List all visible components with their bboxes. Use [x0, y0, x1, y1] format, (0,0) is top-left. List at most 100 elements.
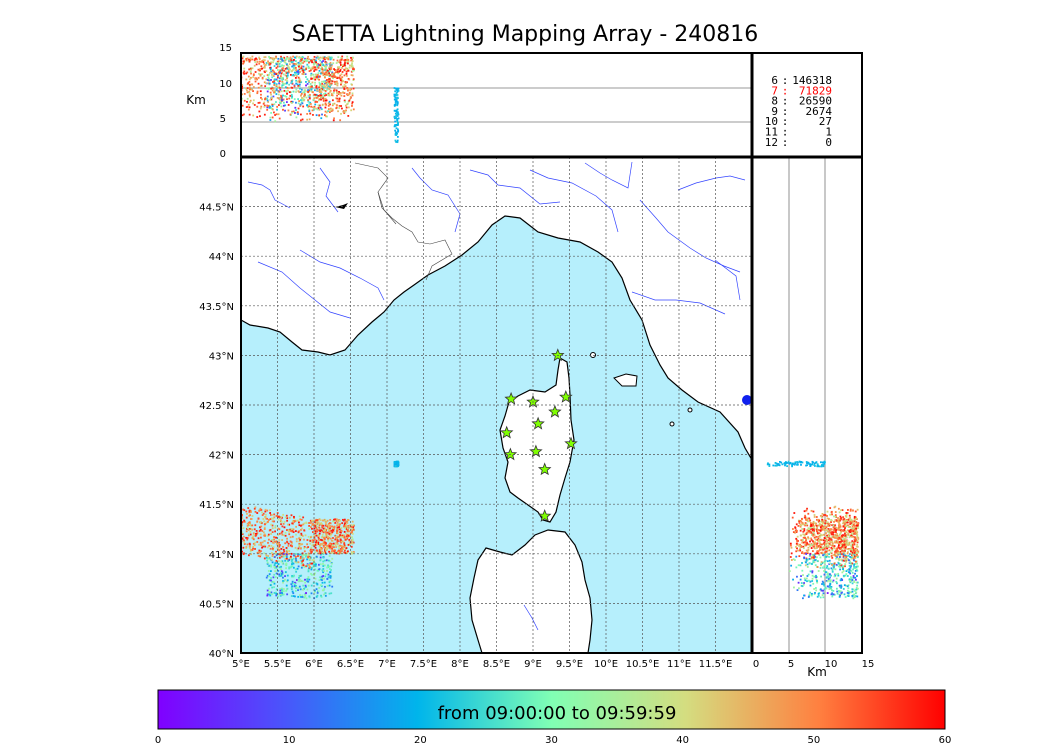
lightning-source — [330, 542, 333, 545]
lightning-source — [831, 570, 834, 573]
lightning-source — [325, 573, 327, 576]
lightning-source — [397, 89, 400, 92]
lightning-source — [309, 83, 312, 85]
lightning-source — [280, 555, 283, 558]
lightning-source — [290, 91, 292, 94]
lightning-source — [281, 71, 284, 74]
lightning-source — [266, 562, 269, 565]
lightning-source — [317, 534, 320, 536]
lightning-source — [828, 522, 830, 525]
lightning-source — [271, 89, 274, 92]
lightning-source — [846, 592, 849, 594]
lightning-source — [268, 55, 270, 58]
lightning-source — [340, 112, 342, 115]
lightning-source — [807, 461, 810, 464]
lightning-source — [270, 577, 272, 579]
lightning-source — [328, 100, 331, 103]
lightning-source — [290, 94, 293, 96]
lightning-source — [317, 541, 320, 544]
lightning-source — [321, 82, 324, 85]
lightning-source — [790, 552, 793, 555]
lightning-source — [269, 68, 272, 71]
lightning-source — [800, 520, 803, 523]
lightning-source — [855, 545, 858, 548]
lightning-source — [308, 596, 311, 599]
lma-stations — [499, 348, 578, 522]
lightning-source — [268, 538, 270, 541]
lightning-source — [396, 121, 399, 124]
lightning-source — [799, 525, 802, 528]
lightning-source — [302, 71, 305, 74]
lightning-source — [271, 520, 274, 523]
lightning-source — [288, 516, 291, 519]
lightning-source — [324, 57, 327, 60]
lightning-source — [792, 463, 794, 466]
lightning-source — [330, 592, 333, 595]
lightning-source — [327, 546, 330, 549]
lightning-source — [327, 576, 330, 579]
lightning-source — [245, 530, 248, 533]
lightning-source — [298, 544, 301, 547]
lightning-source — [848, 590, 850, 593]
lightning-source — [849, 547, 852, 550]
lightning-source — [269, 98, 272, 101]
lightning-source — [249, 67, 252, 69]
lightning-source — [325, 81, 328, 84]
lightning-source — [319, 552, 322, 555]
lightning-source — [271, 547, 274, 550]
lightning-source — [268, 557, 271, 560]
lightning-source — [265, 63, 267, 66]
lightning-source — [270, 111, 273, 114]
lightning-source — [284, 553, 287, 556]
lightning-source — [800, 463, 802, 466]
lightning-source — [328, 565, 331, 568]
lightning-source — [245, 510, 248, 513]
lightning-source — [294, 56, 296, 59]
lightning-source — [849, 516, 852, 519]
lightning-source — [812, 520, 815, 523]
lightning-source — [291, 80, 293, 83]
lightning-source — [849, 525, 851, 528]
lightning-source — [855, 560, 857, 563]
lightning-source — [832, 536, 834, 538]
lightning-source — [297, 113, 299, 115]
lightning-source — [857, 550, 860, 553]
lightning-source — [346, 67, 349, 70]
lightning-source — [280, 588, 283, 591]
lightning-source — [277, 527, 280, 530]
lightning-source — [352, 108, 355, 111]
lightning-source — [823, 553, 826, 556]
lightning-source — [301, 564, 304, 567]
lightning-source — [314, 562, 316, 565]
lightning-source — [308, 558, 311, 561]
lightning-source — [319, 530, 322, 533]
lightning-source — [335, 535, 338, 538]
lightning-source — [276, 547, 279, 550]
lightning-source — [316, 550, 319, 553]
lightning-source — [847, 551, 849, 553]
alt-tick-label: 5 — [788, 659, 794, 670]
lightning-source — [834, 553, 836, 556]
lightning-source — [350, 109, 353, 112]
lightning-source — [393, 98, 396, 101]
lightning-source — [324, 86, 327, 88]
station-number: 11 — [765, 126, 778, 139]
lightning-source — [309, 522, 312, 524]
lightning-source — [313, 559, 315, 562]
lightning-source — [320, 585, 323, 588]
lightning-source — [284, 74, 287, 77]
lightning-source — [822, 521, 825, 524]
lightning-source — [260, 61, 263, 63]
lightning-source — [332, 520, 335, 523]
lightning-source — [299, 596, 302, 598]
lightning-source — [252, 547, 254, 550]
lightning-source — [334, 518, 336, 521]
lightning-source — [246, 543, 249, 546]
lightning-source — [854, 548, 856, 551]
lightning-source — [267, 520, 269, 523]
lightning-source — [302, 559, 304, 562]
lightning-source — [837, 538, 840, 541]
lightning-source — [838, 511, 841, 514]
lightning-source — [311, 106, 314, 109]
lightning-source — [856, 543, 859, 546]
